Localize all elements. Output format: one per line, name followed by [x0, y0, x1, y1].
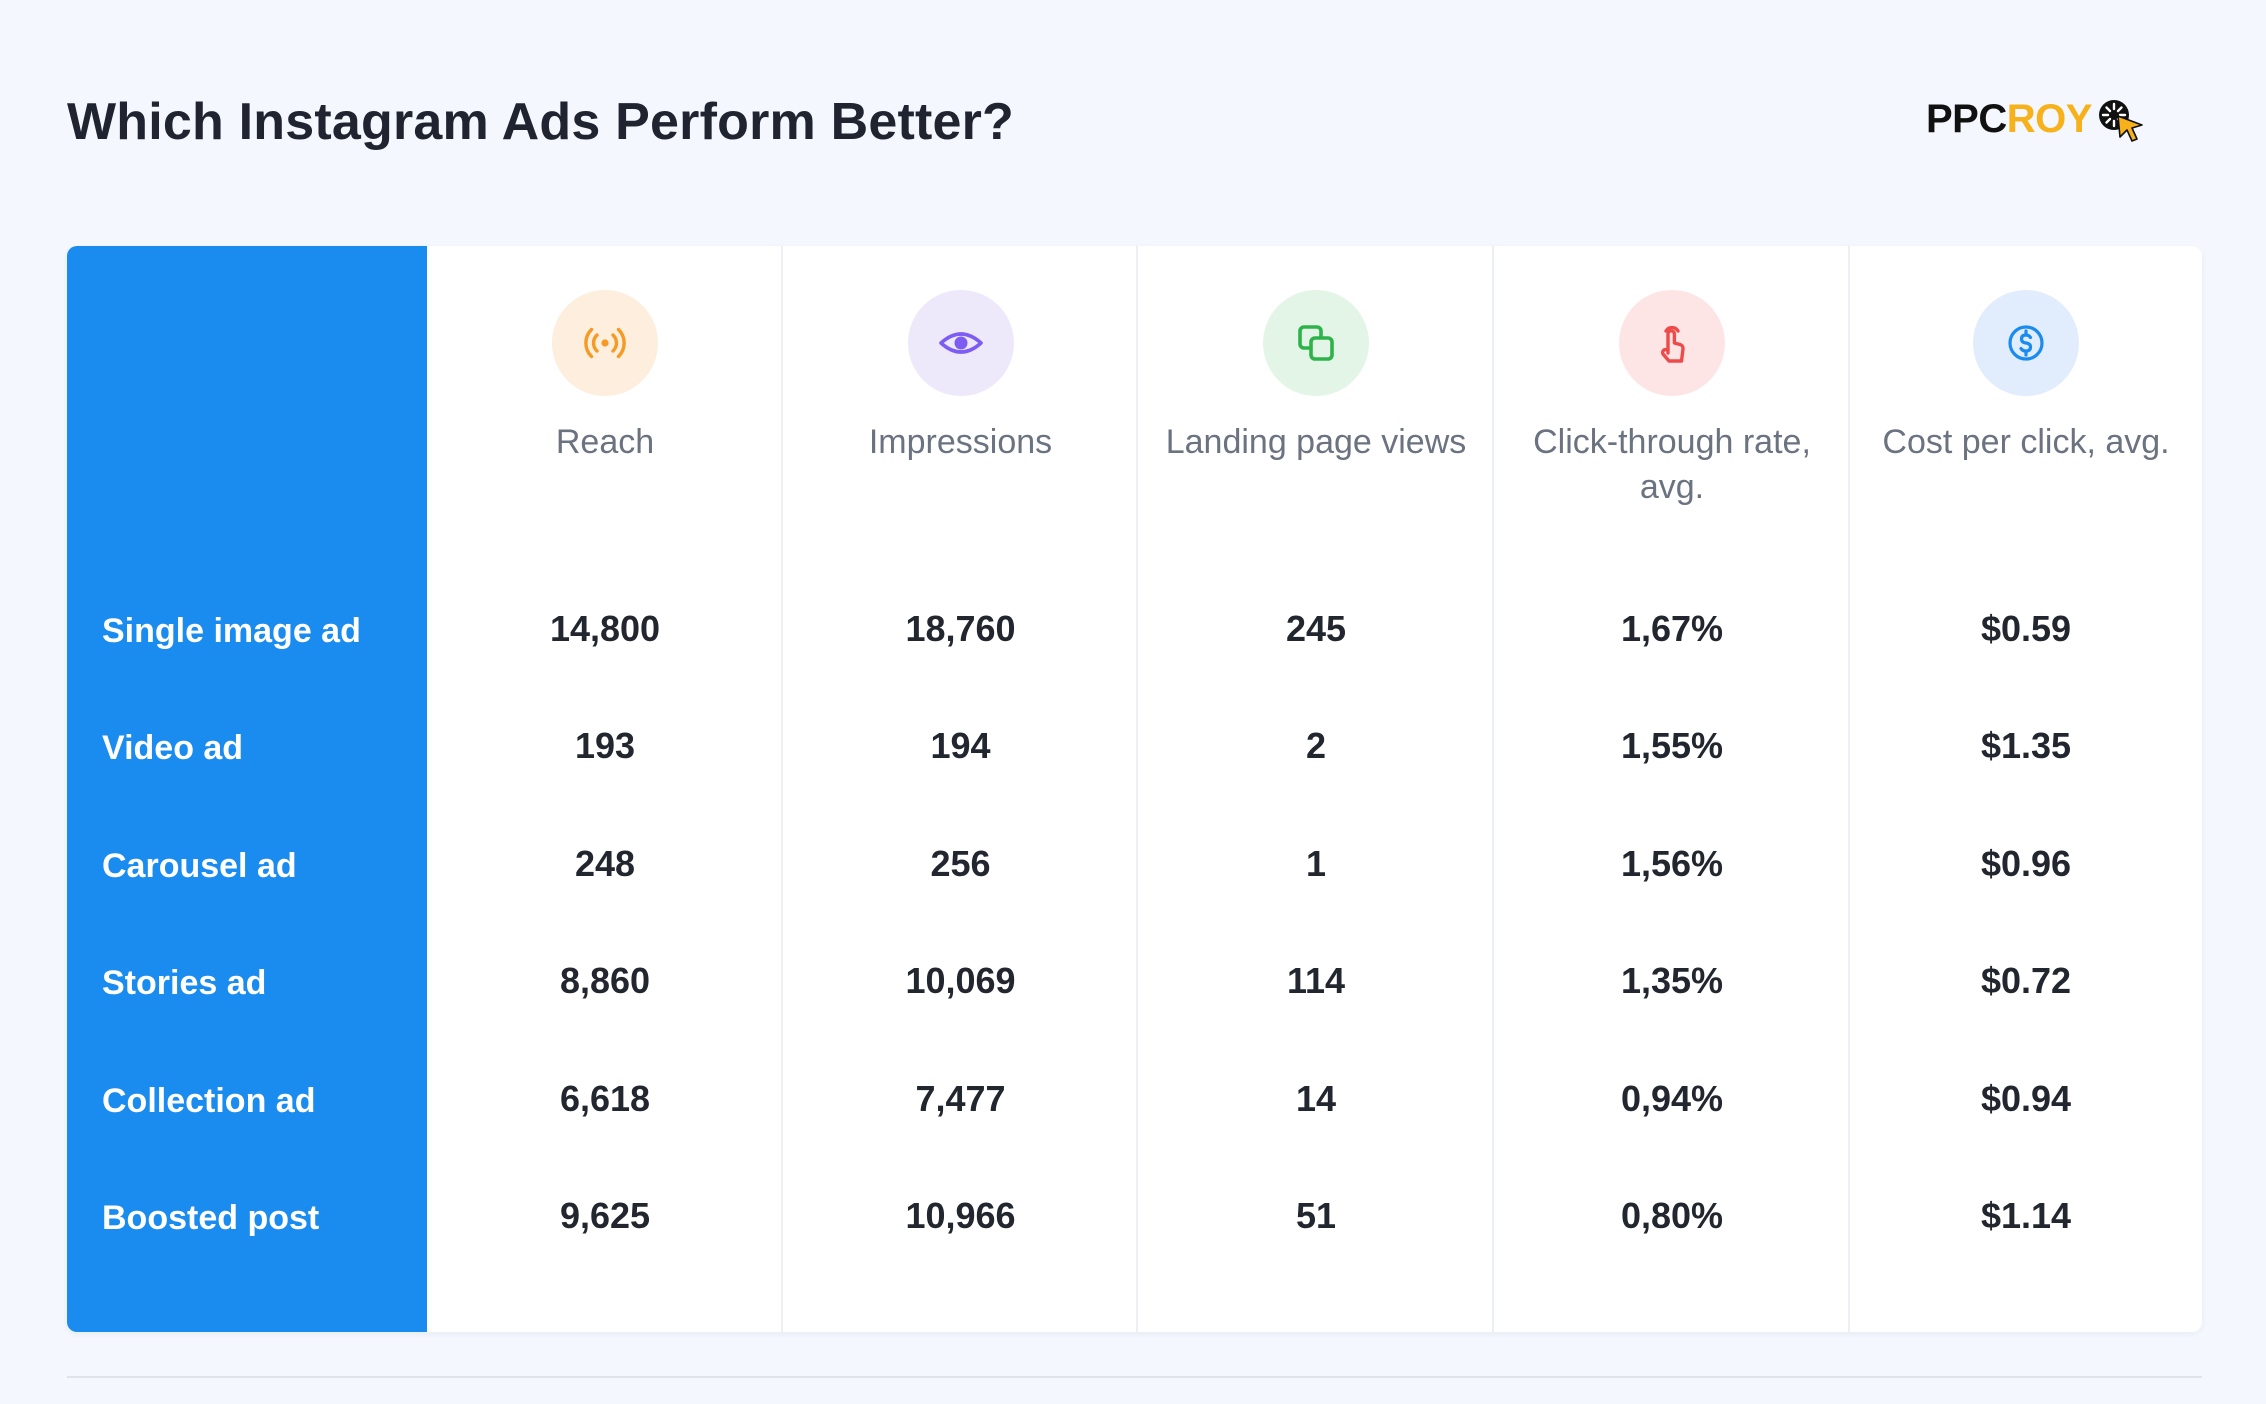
- table-cell-reach: 248: [574, 843, 636, 884]
- table-cell-cpc: $1.35: [1980, 725, 2072, 766]
- table-cell-impressions: 18,760: [905, 608, 1016, 649]
- table-cell-landing: 114: [1286, 960, 1346, 1001]
- row-label: Collection ad: [102, 1082, 316, 1120]
- column-divider: [781, 246, 783, 1332]
- table-cell-ctr: 1,56%: [1620, 843, 1724, 884]
- page-title: Which Instagram Ads Perform Better?: [67, 93, 1015, 151]
- column-header-reach: Reach: [427, 246, 783, 606]
- column-label-cpc: Cost per click, avg.: [1882, 423, 2170, 461]
- table-cell-ctr: 0,80%: [1620, 1195, 1724, 1236]
- row-label: Video ad: [102, 729, 244, 767]
- table-cell-impressions: 256: [930, 843, 991, 884]
- table-cell-impressions: 10,069: [905, 960, 1016, 1001]
- column-label-reach: Reach: [555, 423, 655, 461]
- bottom-divider: [67, 1376, 2202, 1378]
- table-cell-cpc: $0.72: [1980, 960, 2072, 1001]
- row-label: Stories ad: [102, 964, 267, 1002]
- column-header-landing: Landing page views: [1138, 246, 1494, 606]
- table-cell-landing: 51: [1295, 1195, 1337, 1236]
- logo-text-ppc: PPC: [1926, 96, 2007, 141]
- table-cell-cpc: $0.59: [1980, 608, 2072, 649]
- column-divider: [1848, 246, 1850, 1332]
- tap-icon: [1619, 290, 1725, 396]
- data-table-card: Reach Impressions Landing page views Click-…: [67, 246, 2202, 1332]
- table-cell-reach: 14,800: [549, 608, 661, 649]
- table-cell-ctr: 1,55%: [1620, 725, 1724, 766]
- table-cell-reach: 8,860: [559, 960, 651, 1001]
- row-label: Boosted post: [102, 1199, 320, 1237]
- column-header-ctr: Click-through rate, avg.: [1494, 246, 1850, 606]
- table-cell-reach: 6,618: [559, 1078, 651, 1119]
- table-cell-cpc: $1.14: [1980, 1195, 2072, 1236]
- table-cell-reach: 193: [574, 725, 636, 766]
- row-label: Single image ad: [102, 612, 361, 650]
- column-divider: [1136, 246, 1138, 1332]
- row-label: Carousel ad: [102, 847, 297, 885]
- table-cell-impressions: 10,966: [905, 1195, 1016, 1236]
- column-header-cpc: Cost per click, avg.: [1850, 246, 2202, 606]
- column-label-landing: Landing page views: [1165, 423, 1467, 461]
- table-cell-ctr: 1,35%: [1620, 960, 1724, 1001]
- table-cell-impressions: 7,477: [915, 1078, 1006, 1119]
- table-cell-landing: 245: [1285, 608, 1347, 649]
- row-header-column: [67, 246, 427, 1332]
- column-divider: [1492, 246, 1494, 1332]
- table-cell-ctr: 1,67%: [1620, 608, 1724, 649]
- pages-icon: [1263, 290, 1369, 396]
- table-cell-ctr: 0,94%: [1620, 1078, 1724, 1119]
- table-cell-impressions: 194: [930, 725, 991, 766]
- eye-icon: [907, 290, 1014, 396]
- column-label-impressions: Impressions: [868, 423, 1053, 461]
- logo-text-roy: ROY: [2006, 96, 2093, 141]
- table-cell-reach: 9,625: [559, 1195, 651, 1236]
- table-cell-landing: 2: [1305, 725, 1327, 766]
- ppcroy-logo: PPC ROY: [1926, 94, 2146, 144]
- dollar-icon: [1973, 290, 2079, 396]
- table-cell-cpc: $0.94: [1980, 1078, 2072, 1119]
- table-cell-landing: 1: [1305, 843, 1327, 884]
- table-cell-landing: 14: [1295, 1078, 1337, 1119]
- logo-cursor-icon: [2098, 100, 2143, 142]
- column-header-impressions: Impressions: [783, 246, 1138, 606]
- table-cell-cpc: $0.96: [1980, 843, 2072, 884]
- broadcast-icon: [552, 290, 658, 396]
- column-label-ctr: Click-through rate, avg.: [1533, 423, 1811, 506]
